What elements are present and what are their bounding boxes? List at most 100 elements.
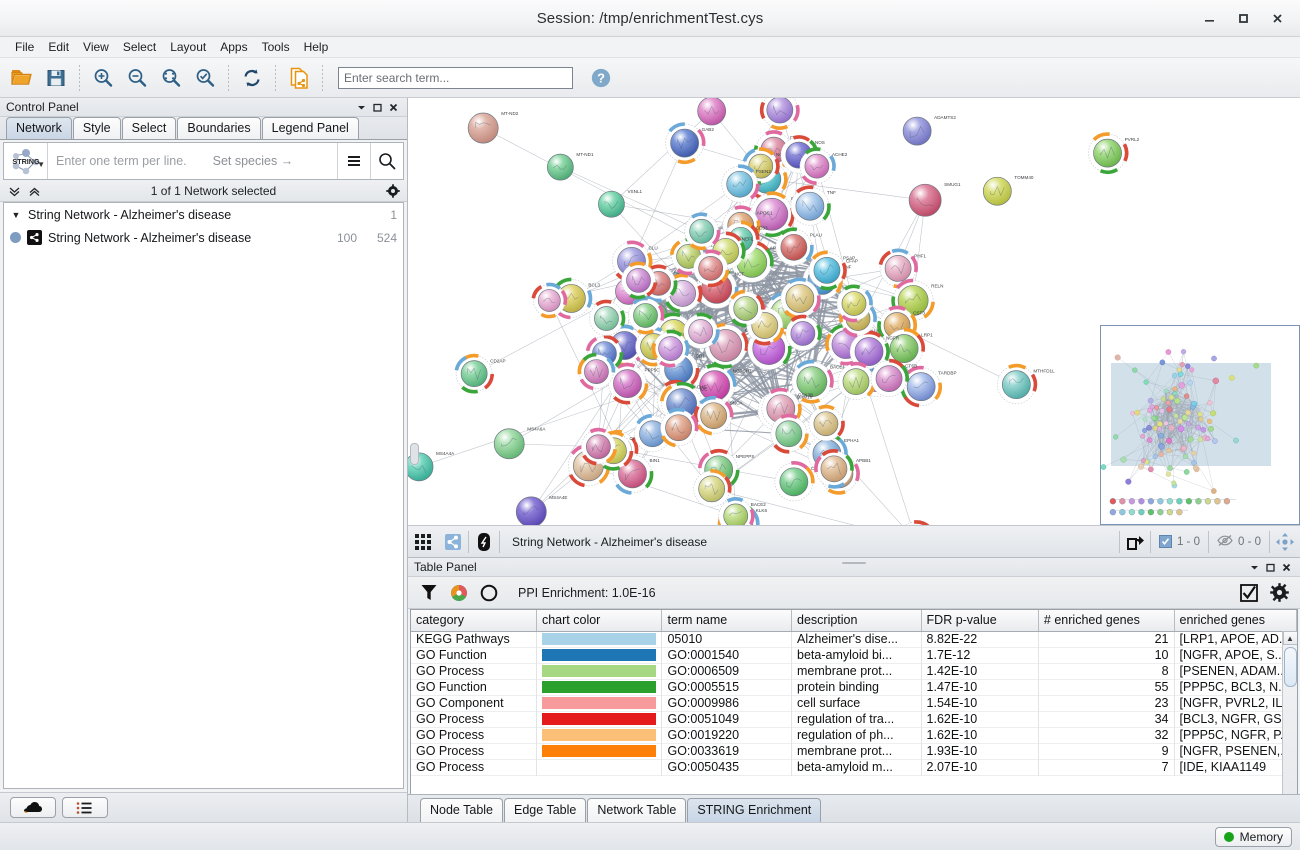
annotation-icon[interactable]: [469, 526, 499, 557]
col-fdr-pvalue[interactable]: FDR p-value: [921, 610, 1039, 632]
network-node[interactable]: [684, 212, 721, 251]
collapse-all-icon[interactable]: [6, 183, 22, 199]
table-row[interactable]: GO Process GO:0050435 beta-amyloid m... 2.0…: [411, 759, 1297, 775]
string-dropdown-icon[interactable]: ▼: [37, 160, 45, 169]
share-icon[interactable]: [438, 526, 468, 557]
close-panel-icon[interactable]: [1278, 559, 1294, 575]
network-node[interactable]: PVRL2: [1088, 132, 1140, 174]
float-panel-icon[interactable]: [1262, 559, 1278, 575]
network-node[interactable]: NGFR: [849, 330, 900, 373]
network-node[interactable]: PPP5C: [608, 362, 660, 405]
network-node[interactable]: [693, 249, 730, 288]
open-folder-icon[interactable]: [6, 62, 38, 94]
tab-legend-panel[interactable]: Legend Panel: [261, 117, 359, 139]
table-row[interactable]: GO Function GO:0001540 beta-amyloid bi... 1…: [411, 647, 1297, 663]
network-node[interactable]: PSAP: [808, 250, 855, 291]
network-node[interactable]: [785, 314, 822, 351]
float-panel-icon[interactable]: [369, 99, 385, 115]
canvas-scroll-handle[interactable]: [410, 443, 419, 465]
network-node[interactable]: [621, 261, 658, 300]
set-species-link[interactable]: Set species →: [212, 154, 294, 168]
network-graph[interactable]: MT-ND2MT-ND1VSNL1GAB2RYR1IL1BTNFADAMTS2P…: [408, 98, 1300, 525]
menu-view[interactable]: View: [83, 40, 109, 54]
tab-network[interactable]: Network: [6, 117, 72, 139]
zoom-selected-icon[interactable]: [189, 62, 221, 94]
network-node[interactable]: [531, 282, 568, 319]
tab-select[interactable]: Select: [121, 117, 177, 139]
network-overview-minimap[interactable]: [1100, 325, 1300, 525]
scroll-up-arrow-icon[interactable]: ▲: [1282, 631, 1297, 645]
network-nodes[interactable]: MT-ND2MT-ND1VSNL1GAB2RYR1IL1BTNFADAMTS2P…: [408, 98, 1140, 525]
grid-layout-icon[interactable]: [408, 526, 438, 557]
list-icon[interactable]: [62, 797, 108, 818]
splitter-grip[interactable]: [842, 554, 866, 564]
table-row[interactable]: GO Component GO:0009986 cell surface 1.54E-…: [411, 695, 1297, 711]
filter-icon[interactable]: [416, 580, 442, 606]
table-row[interactable]: GO Process GO:0051049 regulation of tra...…: [411, 711, 1297, 727]
network-node[interactable]: LRP1: [884, 327, 933, 370]
network-node[interactable]: [577, 352, 616, 391]
search-input[interactable]: Enter search term...: [338, 66, 573, 89]
scroll-thumb[interactable]: [1283, 647, 1297, 687]
network-node[interactable]: [683, 312, 720, 349]
export-image-icon[interactable]: [1120, 526, 1150, 557]
network-node[interactable]: CTSB: [870, 358, 917, 398]
tab-boundaries[interactable]: Boundaries: [177, 117, 261, 139]
search-icon[interactable]: [370, 143, 403, 179]
network-node[interactable]: [697, 98, 727, 126]
network-node[interactable]: CTSD: [774, 461, 824, 502]
menu-file[interactable]: File: [15, 40, 35, 54]
network-node[interactable]: SNCA: [693, 395, 744, 436]
network-node[interactable]: BACE2: [718, 497, 767, 525]
menu-tools[interactable]: Tools: [261, 40, 290, 54]
network-node[interactable]: [728, 289, 765, 328]
network-node[interactable]: [770, 413, 809, 454]
table-row[interactable]: GO Process GO:0019220 regulation of ph... 1…: [411, 727, 1297, 743]
zoom-fit-icon[interactable]: [155, 62, 187, 94]
network-node[interactable]: IL1B: [750, 191, 801, 238]
donut-icon[interactable]: [476, 580, 502, 606]
network-node[interactable]: TOMM40: [982, 175, 1034, 206]
settings-gear-icon[interactable]: [1266, 580, 1292, 606]
col-description[interactable]: description: [791, 610, 922, 632]
network-node[interactable]: [693, 469, 732, 508]
settings-gear-icon[interactable]: [385, 183, 401, 199]
network-node[interactable]: TARDBP: [900, 365, 957, 408]
tab-network-table[interactable]: Network Table: [587, 798, 687, 822]
network-node[interactable]: MAPT: [780, 277, 830, 320]
chevron-down-icon[interactable]: [353, 99, 369, 115]
network-node[interactable]: [589, 299, 626, 336]
network-node[interactable]: [808, 404, 845, 442]
export-network-icon[interactable]: [283, 62, 315, 94]
network-node[interactable]: TNF: [790, 185, 836, 226]
network-node[interactable]: VSNL1: [598, 189, 643, 218]
network-tree-group[interactable]: ▼ String Network - Alzheimer's disease 1: [4, 203, 403, 226]
string-logo-icon[interactable]: STRING ▼: [4, 143, 48, 179]
maximize-icon[interactable]: [1226, 5, 1260, 33]
table-row[interactable]: GO Process GO:0033619 membrane prot... 1.93…: [411, 743, 1297, 759]
col-chart-color[interactable]: chart color: [536, 610, 663, 632]
tab-string-enrichment[interactable]: STRING Enrichment: [687, 798, 822, 822]
network-node[interactable]: PSEN2: [721, 164, 772, 203]
network-node[interactable]: BACE1: [791, 359, 846, 404]
chart-color-icon[interactable]: [446, 580, 472, 606]
string-term-input[interactable]: Enter one term per line. Set species →: [48, 143, 337, 179]
network-node[interactable]: MT-ND1: [546, 152, 594, 181]
network-node[interactable]: GAB2: [665, 122, 715, 164]
col-enriched-count[interactable]: # enriched genes: [1038, 610, 1175, 632]
menu-help[interactable]: Help: [303, 40, 329, 54]
zoom-in-icon[interactable]: [87, 62, 119, 94]
table-row[interactable]: GO Function GO:0005515 protein binding 1.47…: [411, 679, 1297, 695]
network-node[interactable]: ACHE2: [799, 147, 848, 185]
menu-edit[interactable]: Edit: [48, 40, 70, 54]
network-node[interactable]: [814, 449, 854, 489]
memory-indicator[interactable]: Memory: [1214, 826, 1292, 847]
network-node[interactable]: MT-ND2: [467, 111, 519, 144]
network-node[interactable]: CADPS2: [897, 520, 952, 525]
close-icon[interactable]: [1260, 5, 1294, 33]
network-node[interactable]: [581, 427, 618, 466]
enrichment-table[interactable]: category chart color term name descripti…: [410, 609, 1298, 794]
hamburger-icon[interactable]: [337, 143, 370, 179]
expand-triangle-icon[interactable]: ▼: [11, 209, 21, 220]
refresh-icon[interactable]: [236, 62, 268, 94]
